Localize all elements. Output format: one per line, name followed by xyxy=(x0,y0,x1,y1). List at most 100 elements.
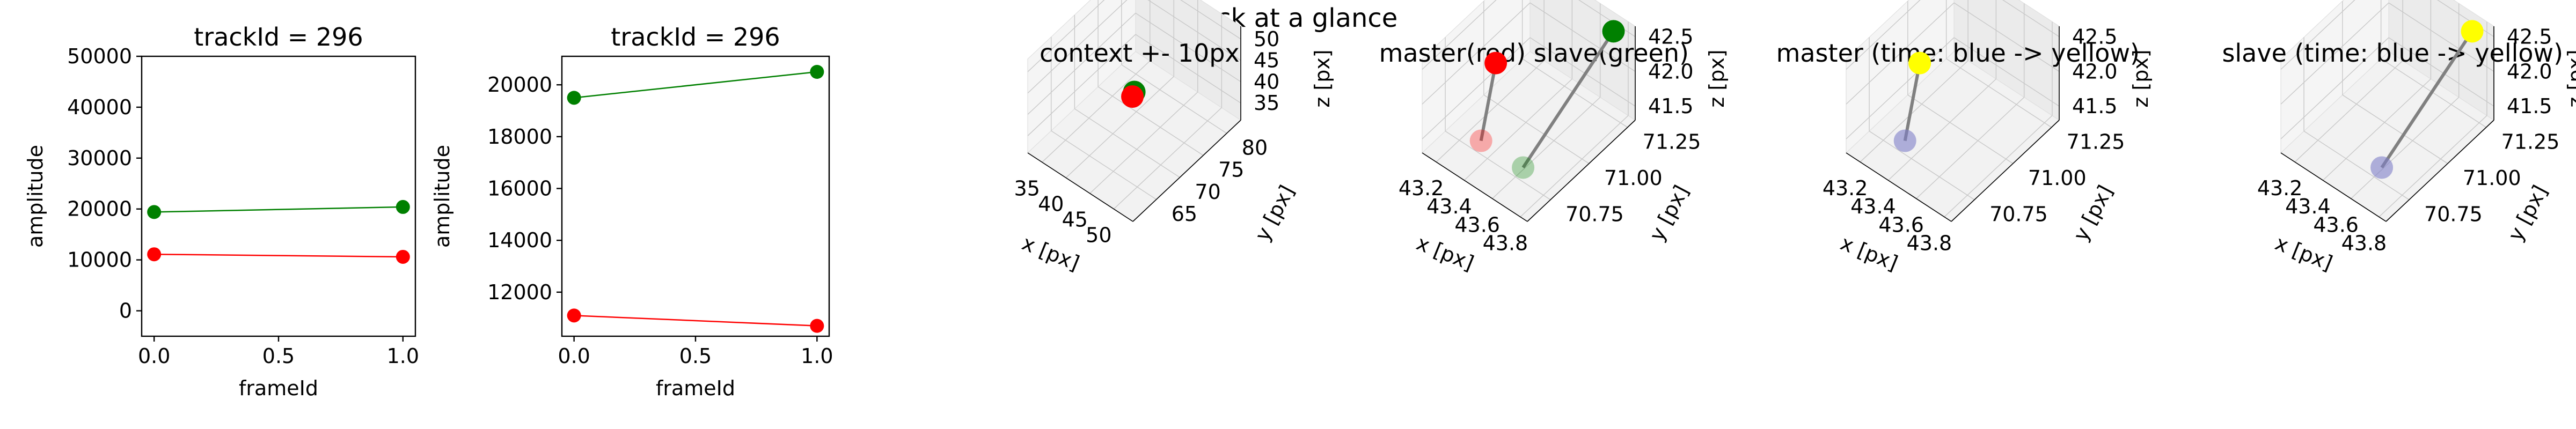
y-axis-label: y [px] xyxy=(2504,181,2552,245)
axis-line xyxy=(1951,120,2060,222)
grid-line xyxy=(1436,60,1545,162)
scatter-point xyxy=(1469,129,1492,152)
z-tick-label: 42.0 xyxy=(2507,60,2552,83)
y-tick-label: 20000 xyxy=(487,73,552,97)
grid-line xyxy=(1065,76,1174,179)
x-tick-label: 43.2 xyxy=(1823,176,1868,200)
x-tick-label: 1.0 xyxy=(387,344,419,368)
y-tick-label: 14000 xyxy=(487,228,552,252)
grid-line xyxy=(1953,2,2060,72)
pane-2 xyxy=(2280,0,2389,154)
x-tick-label: 43.4 xyxy=(1426,195,1472,218)
scatter3d-4: 43.243.443.643.8 70.75 71.00 71.25 41.5 42.0 4… xyxy=(1776,0,2153,275)
series-point xyxy=(147,247,162,262)
series-line-0 xyxy=(154,206,403,213)
grid-line xyxy=(2002,0,2060,38)
x-tick-label: 35 xyxy=(1014,176,1040,200)
plot-frame xyxy=(141,55,416,337)
z-axis-label: z [px] xyxy=(1705,49,1729,107)
x-tick-label: 43.6 xyxy=(1878,213,1924,236)
grid-line xyxy=(1135,34,1241,103)
pane-2 xyxy=(1422,0,1531,154)
grid-line xyxy=(2303,130,2410,201)
x-axis-label: x [px] xyxy=(1413,231,1477,275)
y-tick-label: 70.75 xyxy=(2424,203,2483,226)
scatter-point xyxy=(2370,156,2394,179)
chart-title: master(red) slave(green) xyxy=(1379,39,1689,68)
grid-line xyxy=(2381,58,2487,128)
axis-line xyxy=(2385,120,2494,222)
y-axis-label: y [px] xyxy=(1645,181,1694,245)
grid-line xyxy=(2294,60,2403,162)
x-tick-label: 40 xyxy=(1038,193,1064,216)
grid-line xyxy=(1944,115,2053,217)
y-tick-label: 40000 xyxy=(67,95,132,119)
scatter-point xyxy=(1512,156,1535,179)
line-chart-0: 0.0 0.5 1.0 0 10000 20000 30000 40000 50000 track… xyxy=(24,23,419,400)
series-point xyxy=(396,249,410,264)
z-axis-label: z [px] xyxy=(2564,49,2576,107)
y-tick-label: 75 xyxy=(1218,158,1244,182)
x-tick-label: 43.6 xyxy=(2313,213,2359,236)
grid-line xyxy=(2351,97,2460,199)
scatter-point xyxy=(1602,20,1625,43)
grid-line xyxy=(1051,130,1157,200)
x-tick-label: 0.0 xyxy=(138,344,170,368)
grid-line xyxy=(2322,78,2431,181)
grid-line xyxy=(1027,12,1136,115)
grid-line xyxy=(1422,0,1497,70)
y-tick-label: 12000 xyxy=(487,280,552,304)
y-tick-label: 10000 xyxy=(67,248,132,272)
grid-line xyxy=(1483,94,1590,164)
y-tick-label: 71.25 xyxy=(2067,130,2125,154)
series-point xyxy=(810,65,824,79)
grid-line xyxy=(1422,37,1531,139)
grid-line xyxy=(1916,97,2025,199)
grid-line xyxy=(2342,94,2448,164)
grid-line xyxy=(1846,37,1955,139)
axis-line xyxy=(1527,120,1636,222)
grid-line xyxy=(1492,97,1601,199)
grid-line xyxy=(1522,58,1628,128)
grid-line xyxy=(1463,78,1572,181)
y-tick-label: 71.25 xyxy=(2501,130,2560,154)
z-tick-label: 41.5 xyxy=(1648,94,1694,118)
x-tick-label: 43.8 xyxy=(1907,231,1952,255)
grid-line xyxy=(1121,64,1227,134)
series-line-1 xyxy=(574,315,817,327)
grid-line xyxy=(1907,94,2014,164)
y-tick-label: 70.75 xyxy=(1565,203,1624,226)
grid-line xyxy=(1529,2,1636,72)
y-tick-label: 70.75 xyxy=(1989,203,2048,226)
y-tick-label: 0 xyxy=(119,299,132,323)
grid-line xyxy=(1147,0,1241,61)
scatter-point xyxy=(1121,85,1144,108)
y-tick-label: 71.00 xyxy=(2028,166,2087,190)
y-tick-label: 18000 xyxy=(487,125,552,149)
scatter-point xyxy=(1484,51,1507,75)
scatter-point xyxy=(2461,20,2484,43)
series-point xyxy=(810,319,824,333)
grid-line xyxy=(1422,2,1531,105)
series-point xyxy=(567,308,581,323)
z-tick-label: 41.5 xyxy=(2507,94,2552,118)
x-tick-label: 43.8 xyxy=(1483,231,1528,255)
x-tick-label: 0.5 xyxy=(679,344,712,368)
y-tick-label: 71.00 xyxy=(1604,166,1663,190)
series-line-1 xyxy=(154,253,403,258)
y-tick-label: 70 xyxy=(1195,180,1220,204)
axis-line xyxy=(1422,152,1528,222)
y-tick-label: 50000 xyxy=(67,45,132,68)
x-tick-label: 0.0 xyxy=(558,344,590,368)
grid-line xyxy=(2280,37,2389,139)
grid-line xyxy=(1027,34,1136,136)
series-point xyxy=(567,91,581,105)
x-tick-label: 0.5 xyxy=(262,344,295,368)
y-tick-label: 16000 xyxy=(487,177,552,201)
x-tick-label: 43.2 xyxy=(2257,176,2303,200)
x-tick-label: 43.4 xyxy=(1850,195,1896,218)
y-tick-label: 65 xyxy=(1172,202,1197,226)
grid-line xyxy=(1520,115,1629,217)
trajectory-segment xyxy=(1521,30,1615,169)
